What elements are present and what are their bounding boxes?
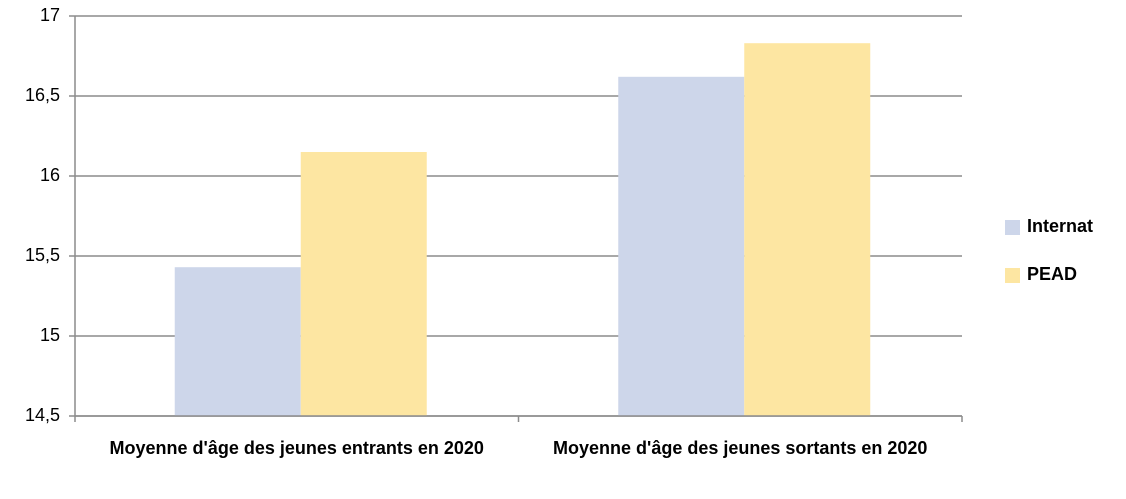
- y-tick-label: 15,5: [25, 245, 60, 265]
- bar: [744, 43, 871, 416]
- bar: [618, 76, 745, 417]
- legend-swatch: [1005, 268, 1020, 283]
- y-tick-label: 16,5: [25, 85, 60, 105]
- y-tick-label: 17: [40, 5, 60, 25]
- y-tick-label: 14,5: [25, 405, 60, 425]
- y-tick-label: 16: [40, 165, 60, 185]
- y-tick-label: 15: [40, 325, 60, 345]
- legend-label: Internat: [1027, 216, 1093, 236]
- legend-label: PEAD: [1027, 264, 1077, 284]
- bar: [174, 267, 301, 416]
- legend-swatch: [1005, 220, 1020, 235]
- x-tick-label: Moyenne d'âge des jeunes entrants en 202…: [109, 438, 484, 458]
- bar: [300, 152, 427, 416]
- x-tick-label: Moyenne d'âge des jeunes sortants en 202…: [553, 438, 928, 458]
